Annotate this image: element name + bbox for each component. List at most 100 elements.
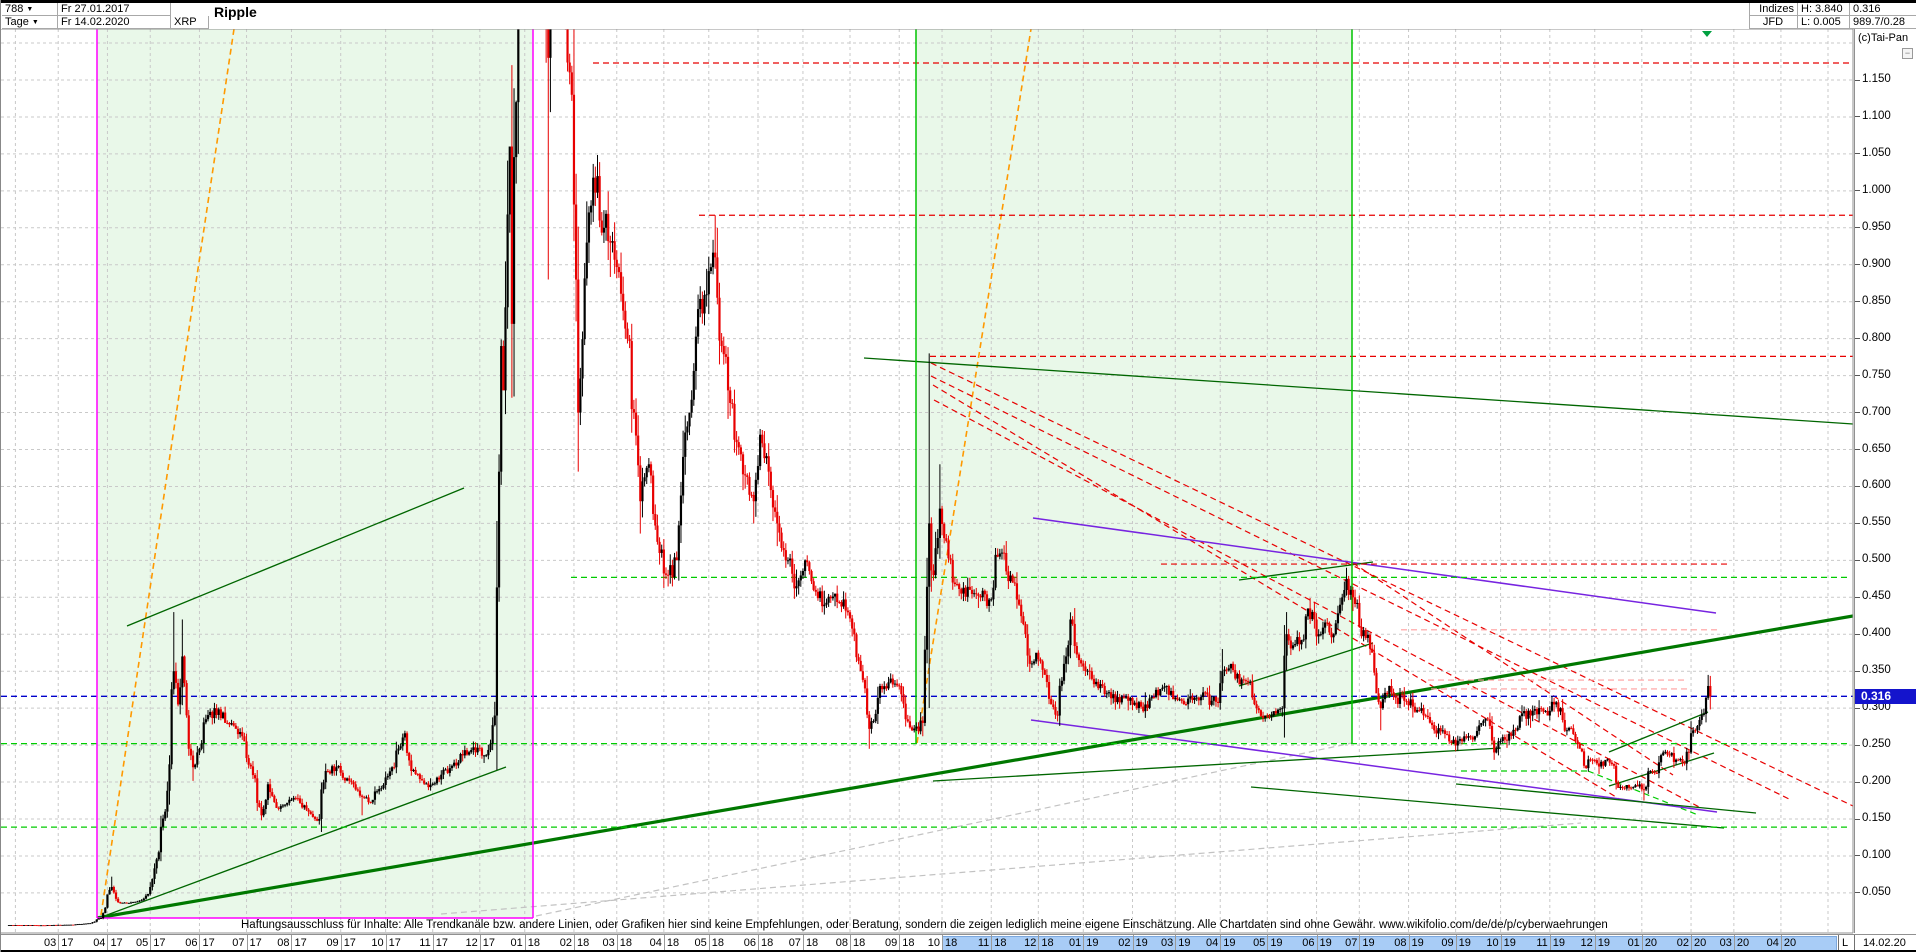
date-tick	[432, 935, 434, 951]
date-month-label: 02	[1676, 937, 1690, 949]
date-tick	[58, 935, 60, 951]
date-tick	[708, 935, 710, 951]
chart-header: 788 ▼ Fr 27.01.2017 Tage ▼ Fr 14.02.2020…	[1, 3, 1916, 29]
header-right-divider	[1749, 3, 1750, 29]
price-tick-label: 0.800	[1862, 331, 1891, 344]
periods-dropdown[interactable]: 788 ▼	[2, 3, 58, 16]
last-date-label: 14.02.20	[1863, 937, 1906, 949]
date-tick	[291, 935, 293, 951]
date-month-label: 06	[185, 937, 198, 949]
date-tick	[942, 935, 944, 951]
date-year-label: 17	[110, 937, 123, 949]
date-year-label: 18	[711, 937, 725, 949]
date-year-label: 18	[666, 937, 680, 949]
price-tick-label: 1.100	[1862, 109, 1891, 122]
price-tick-label: 0.950	[1862, 220, 1891, 233]
price-tick-label: 0.300	[1862, 701, 1891, 714]
date-month-label: 03	[1161, 937, 1174, 949]
date-tick	[150, 935, 152, 951]
date-month-label: 03	[602, 937, 615, 949]
price-tick-mark	[1855, 116, 1860, 118]
date-tick	[1132, 935, 1134, 951]
date-cell-border	[1854, 935, 1855, 951]
price-tick-mark	[1855, 781, 1860, 783]
date-month-label: 03	[1719, 937, 1732, 949]
down-arrow-icon: ▼	[26, 5, 34, 13]
date-tick	[573, 935, 575, 951]
price-tick-label: 0.100	[1862, 848, 1891, 861]
date-tick	[663, 935, 665, 951]
session-high-cell: H: 3.840	[1798, 3, 1850, 16]
date-tick	[1175, 935, 1177, 951]
exchange-name: Indizes	[1759, 3, 1794, 15]
price-tick-label: 0.200	[1862, 775, 1891, 788]
session-high: H: 3.840	[1801, 3, 1843, 15]
price-tick-label: 0.450	[1862, 590, 1891, 603]
price-tick-label: 0.850	[1862, 294, 1891, 307]
price-tick-mark	[1855, 744, 1860, 746]
date-tick	[1408, 935, 1410, 951]
date-tick	[1594, 935, 1596, 951]
last-price-cell: 0.316	[1850, 3, 1916, 16]
date-cell-border	[1838, 935, 1839, 951]
date-year-label: 18	[805, 937, 819, 949]
date-tick	[1549, 935, 1551, 951]
date-month-label: 04	[1205, 937, 1219, 949]
end-date-field[interactable]: Fr 14.02.2020	[58, 16, 171, 29]
price-tick-label: 0.500	[1862, 553, 1891, 566]
price-tick-mark	[1855, 670, 1860, 672]
date-year-label: 18	[945, 937, 958, 949]
price-tick-label: 0.350	[1862, 664, 1891, 677]
date-month-label: 05	[135, 937, 149, 949]
date-month-label: 04	[649, 937, 662, 949]
date-month-label: 07	[1345, 937, 1358, 949]
date-year-label: 19	[1178, 937, 1191, 949]
collapse-icon[interactable]: −	[1902, 48, 1913, 59]
periods-value: 788	[5, 3, 24, 15]
price-tick-label: 0.600	[1862, 479, 1891, 492]
date-year-label: 19	[1503, 937, 1516, 949]
date-year-label: 18	[576, 937, 590, 949]
price-tick-mark	[1855, 559, 1860, 561]
price-tick-label: 0.250	[1862, 738, 1891, 751]
date-month-label: 09	[326, 937, 339, 949]
date-tick	[1455, 935, 1457, 951]
broker-cell: JFD	[1749, 16, 1798, 29]
date-tick	[899, 935, 901, 951]
date-year-label: 19	[1135, 937, 1148, 949]
date-month-label: 06	[1302, 937, 1315, 949]
date-month-label: 09	[1441, 937, 1454, 949]
date-month-label: 07	[232, 937, 245, 949]
start-date-field[interactable]: Fr 27.01.2017	[58, 3, 171, 16]
date-month-label: 07	[788, 937, 801, 949]
disclaimer-text: Haftungsausschluss für Inhalte: Alle Tre…	[241, 919, 1608, 931]
symbol-value: XRP	[174, 16, 197, 28]
price-tick-mark	[1855, 633, 1860, 635]
date-tick	[340, 935, 342, 951]
date-month-label: 01	[510, 937, 523, 949]
date-month-label: 08	[835, 937, 849, 949]
date-year-label: 19	[1411, 937, 1424, 949]
date-year-label: 20	[1783, 937, 1797, 949]
date-year-label: 19	[1458, 937, 1471, 949]
price-tick-mark	[1855, 264, 1860, 266]
date-year-label: 19	[1552, 937, 1566, 949]
date-month-label: 08	[277, 937, 290, 949]
price-axis-panel: (c)Tai-Pan − 1.150 1.100 1.050 1.000 0.950 0.…	[1854, 29, 1916, 933]
price-tick-label: 0.050	[1862, 885, 1891, 898]
stat-value: 989.7/0.28	[1853, 16, 1905, 28]
date-year-label: 17	[153, 937, 166, 949]
date-year-label: 18	[902, 937, 915, 949]
symbol-cell: XRP	[171, 16, 209, 29]
timeframe-dropdown[interactable]: Tage ▼	[2, 16, 58, 29]
date-year-label: 19	[1223, 937, 1236, 949]
price-tick-label: 0.700	[1862, 405, 1891, 418]
price-tick-mark	[1855, 412, 1860, 414]
instrument-title: Ripple	[214, 4, 257, 20]
date-month-label: 05	[694, 937, 707, 949]
date-year-label: 18	[527, 937, 540, 949]
date-year-label: 18	[853, 937, 866, 949]
date-month-label: 05	[1253, 937, 1266, 949]
date-year-label: 20	[1644, 937, 1658, 949]
